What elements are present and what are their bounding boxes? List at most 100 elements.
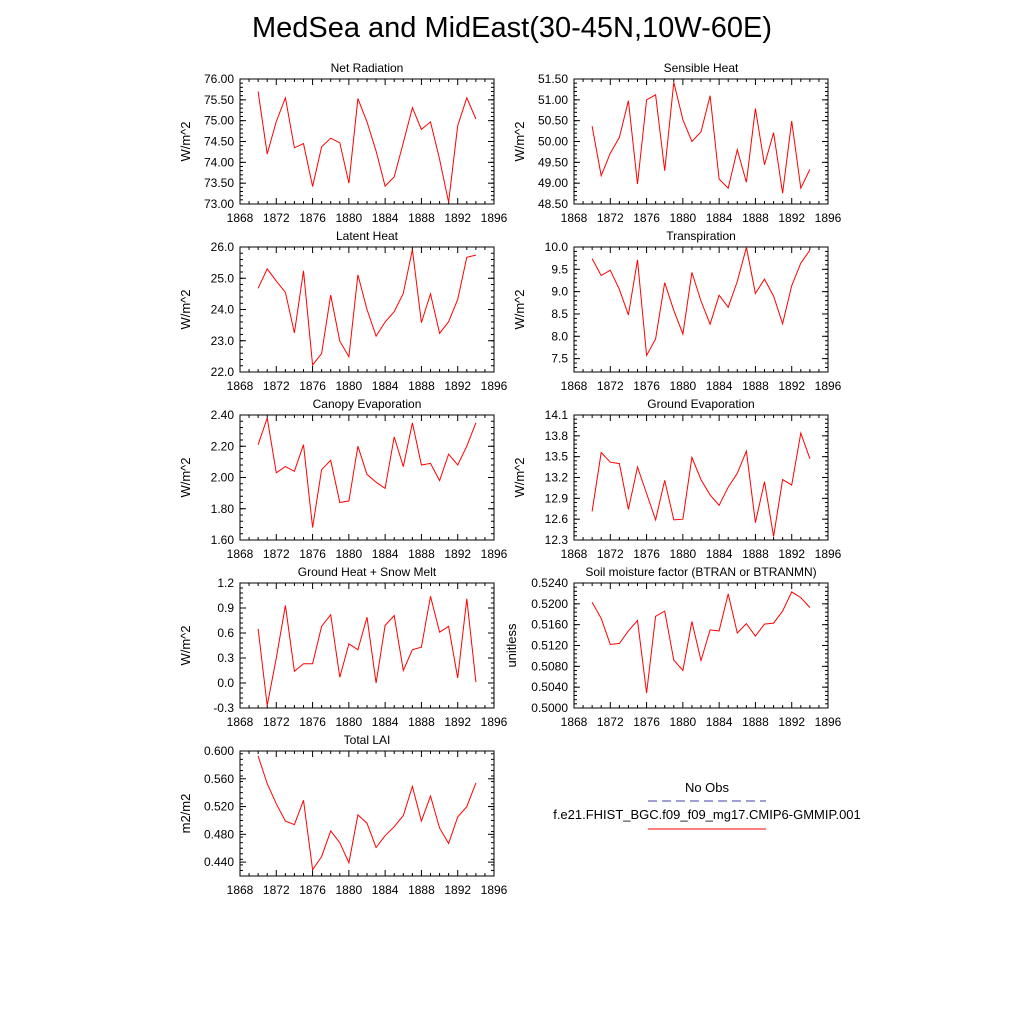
series-line	[591, 431, 811, 537]
x-tick-label: 1872	[597, 715, 624, 729]
x-tick-label: 1884	[706, 547, 733, 561]
y-tick-label: 0.440	[204, 855, 234, 869]
series-line	[591, 82, 811, 194]
y-tick-label: 26.0	[211, 240, 235, 254]
x-tick-label: 1880	[336, 379, 363, 393]
panel-title: Total LAI	[344, 733, 391, 747]
x-tick-label: 1868	[227, 211, 254, 225]
x-tick-label: 1880	[670, 715, 697, 729]
x-tick-label: 1884	[706, 211, 733, 225]
x-tick-label: 1896	[815, 211, 842, 225]
x-tick-label: 1888	[742, 547, 769, 561]
y-tick-label: 2.20	[211, 439, 235, 453]
y-tick-label: 0.480	[204, 827, 234, 841]
x-tick-label: 1876	[633, 547, 660, 561]
x-tick-label: 1896	[815, 379, 842, 393]
y-axis-label: W/m^2	[178, 457, 193, 497]
x-tick-label: 1876	[633, 379, 660, 393]
y-tick-label: 7.5	[551, 352, 568, 366]
y-tick-label: 75.50	[204, 93, 234, 107]
plot-frame	[239, 414, 495, 541]
panel-title: Latent Heat	[336, 229, 399, 243]
y-tick-label: 13.8	[545, 429, 569, 443]
y-tick-label: 0.5080	[531, 659, 568, 673]
panel-3: 1868 1872 1876 1880 1884 1888 1892 1896 7.5 8.0 8.…	[512, 229, 842, 393]
y-tick-label: 10.0	[545, 240, 569, 254]
x-tick-label: 1868	[561, 547, 588, 561]
panel-4: 1868 1872 1876 1880 1884 1888 1892 1896 1.60 1.80…	[178, 397, 508, 561]
x-tick-label: 1872	[263, 211, 290, 225]
panel-title: Canopy Evaporation	[313, 397, 422, 411]
x-tick-label: 1896	[481, 883, 508, 897]
x-tick-label: 1884	[706, 379, 733, 393]
x-tick-label: 1896	[815, 547, 842, 561]
x-tick-label: 1876	[299, 883, 326, 897]
y-tick-label: 12.9	[545, 491, 569, 505]
x-tick-label: 1892	[444, 715, 471, 729]
x-tick-label: 1868	[561, 715, 588, 729]
panel-1: 1868 1872 1876 1880 1884 1888 1892 1896 48.50 49.…	[512, 61, 842, 225]
y-tick-label: 74.00	[204, 155, 234, 169]
series-line	[591, 247, 811, 358]
x-tick-label: 1868	[227, 547, 254, 561]
legend-label-model: f.e21.FHIST_BGC.f09_f09_mg17.CMIP6-GMMIP…	[553, 807, 861, 822]
x-tick-label: 1872	[597, 211, 624, 225]
x-tick-label: 1884	[372, 715, 399, 729]
y-tick-label: 0.0	[217, 676, 234, 690]
x-tick-label: 1868	[561, 211, 588, 225]
y-tick-label: 2.00	[211, 471, 235, 485]
plot-frame	[573, 582, 829, 709]
panel-title: Soil moisture factor (BTRAN or BTRANMN)	[585, 565, 816, 579]
x-tick-label: 1872	[263, 883, 290, 897]
x-tick-label: 1896	[481, 379, 508, 393]
y-tick-label: 0.5240	[531, 576, 568, 590]
y-tick-label: 0.5000	[531, 701, 568, 715]
x-tick-label: 1888	[742, 715, 769, 729]
panel-6: 1868 1872 1876 1880 1884 1888 1892 1896 -0.3 0.0 0…	[178, 565, 508, 729]
plot-frame	[239, 750, 495, 877]
panel-title: Sensible Heat	[664, 61, 739, 75]
panel-5: 1868 1872 1876 1880 1884 1888 1892 1896 12.3 12.6…	[512, 397, 842, 561]
x-tick-label: 1884	[372, 379, 399, 393]
x-tick-label: 1876	[299, 379, 326, 393]
x-tick-label: 1888	[408, 379, 435, 393]
y-tick-label: 9.0	[551, 285, 568, 299]
y-tick-label: 48.50	[538, 197, 568, 211]
x-tick-label: 1868	[227, 715, 254, 729]
x-tick-label: 1868	[561, 379, 588, 393]
y-tick-label: 8.0	[551, 329, 568, 343]
figure-title: MedSea and MidEast(30-45N,10W-60E)	[251, 12, 773, 44]
x-tick-label: 1892	[778, 547, 805, 561]
series-line	[257, 596, 477, 706]
y-tick-label: 49.50	[538, 155, 568, 169]
y-tick-label: 73.50	[204, 176, 234, 190]
legend: No Obs f.e21.FHIST_BGC.f09_f09_mg17.CMIP6…	[553, 780, 861, 830]
x-tick-label: 1880	[336, 883, 363, 897]
y-axis-label: m2/m2	[178, 794, 193, 834]
y-tick-label: 14.1	[545, 408, 569, 422]
panel-0: 1868 1872 1876 1880 1884 1888 1892 1896 73.00 73.…	[178, 61, 508, 225]
x-tick-label: 1888	[408, 715, 435, 729]
y-tick-label: 25.0	[211, 271, 235, 285]
x-tick-label: 1892	[444, 211, 471, 225]
y-tick-label: 51.50	[538, 72, 568, 86]
x-tick-label: 1888	[408, 883, 435, 897]
x-tick-label: 1884	[372, 883, 399, 897]
series-line	[257, 249, 477, 367]
panel-7: 1868 1872 1876 1880 1884 1888 1892 1896 0.5000 0.…	[504, 565, 842, 729]
x-tick-label: 1880	[336, 547, 363, 561]
series-line	[257, 755, 477, 872]
y-tick-label: 0.560	[204, 772, 234, 786]
x-tick-label: 1872	[597, 379, 624, 393]
y-axis-label: W/m^2	[178, 625, 193, 665]
series-line	[257, 91, 477, 203]
x-tick-label: 1880	[670, 211, 697, 225]
y-tick-label: 2.40	[211, 408, 235, 422]
x-tick-label: 1868	[227, 379, 254, 393]
series-line	[591, 591, 811, 693]
y-tick-label: 12.6	[545, 512, 569, 526]
y-tick-label: 0.520	[204, 800, 234, 814]
x-tick-label: 1888	[408, 211, 435, 225]
y-tick-label: 13.5	[545, 450, 569, 464]
